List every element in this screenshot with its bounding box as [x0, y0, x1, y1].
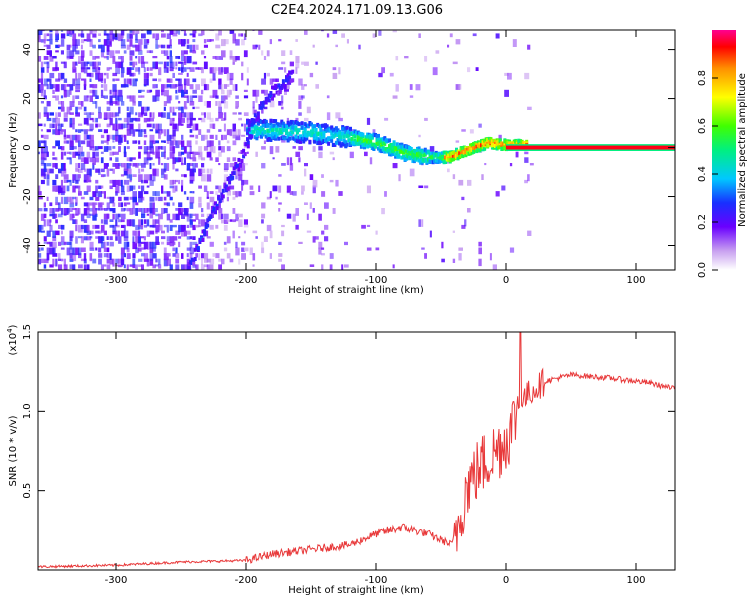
colorbar-tick-label: 0.2	[697, 214, 708, 230]
colorbar-tick-label: 0.6	[697, 118, 708, 134]
colorbar-gradient	[712, 30, 736, 270]
spectrogram-lower-branch	[187, 134, 253, 270]
figure-title: C2E4.2024.171.09.13.G06	[271, 3, 443, 18]
y-tick-label: 0	[22, 144, 33, 150]
x-tick-label: -300	[105, 275, 128, 286]
x-tick-label: 100	[626, 575, 645, 586]
colorbar-tick-label: 0.8	[697, 70, 708, 86]
x-tick-label: 0	[503, 275, 509, 286]
x-tick-label: 100	[626, 275, 645, 286]
colorbar-label: Normalized spectral amplitude	[737, 73, 748, 227]
colorbar-tick-label: 0.4	[697, 166, 708, 182]
x-tick-label: -200	[235, 575, 258, 586]
spectrogram-xlabel: Height of straight line (km)	[288, 285, 424, 296]
x-tick-label: -100	[365, 575, 388, 586]
y-tick-label: -20	[22, 188, 33, 204]
colorbar: 0.0 0.2 0.4 0.6 0.8 Normalized spectral ampl…	[697, 30, 748, 278]
y-tick-label: 0.5	[22, 483, 33, 499]
snr-scale-label: (x104)	[6, 324, 19, 355]
snr-series-line	[38, 332, 675, 569]
y-tick-label: 40	[22, 43, 33, 56]
x-tick-label: -200	[235, 275, 258, 286]
snr-frame	[37, 331, 676, 571]
y-tick-label: 20	[22, 92, 33, 105]
snr-panel: -300 -200 -100 0 100 0.5 1.0 1.5 Height of stra…	[6, 324, 676, 596]
x-tick-label: -100	[365, 275, 388, 286]
y-tick-label: 1.0	[22, 403, 33, 419]
colorbar-ticks: 0.0 0.2 0.4 0.6 0.8	[697, 70, 718, 278]
spectrogram-upper-branch	[246, 69, 295, 135]
spectrogram-frame	[37, 29, 676, 271]
snr-ylabel: SNR (10 * v/v)	[8, 415, 19, 486]
snr-ticks: -300 -200 -100 0 100 0.5 1.0 1.5	[22, 324, 675, 586]
y-tick-label: 1.5	[22, 324, 33, 340]
spectrogram-ylabel: Frequency (Hz)	[8, 112, 19, 188]
spectrogram-heatmap	[38, 30, 675, 270]
colorbar-tick-label: 0.0	[697, 262, 708, 278]
x-tick-label: 0	[503, 575, 509, 586]
snr-xlabel: Height of straight line (km)	[288, 585, 424, 596]
y-tick-label: -40	[22, 237, 33, 253]
spectrogram-linear-carrier	[506, 144, 675, 151]
x-tick-label: -300	[105, 575, 128, 586]
